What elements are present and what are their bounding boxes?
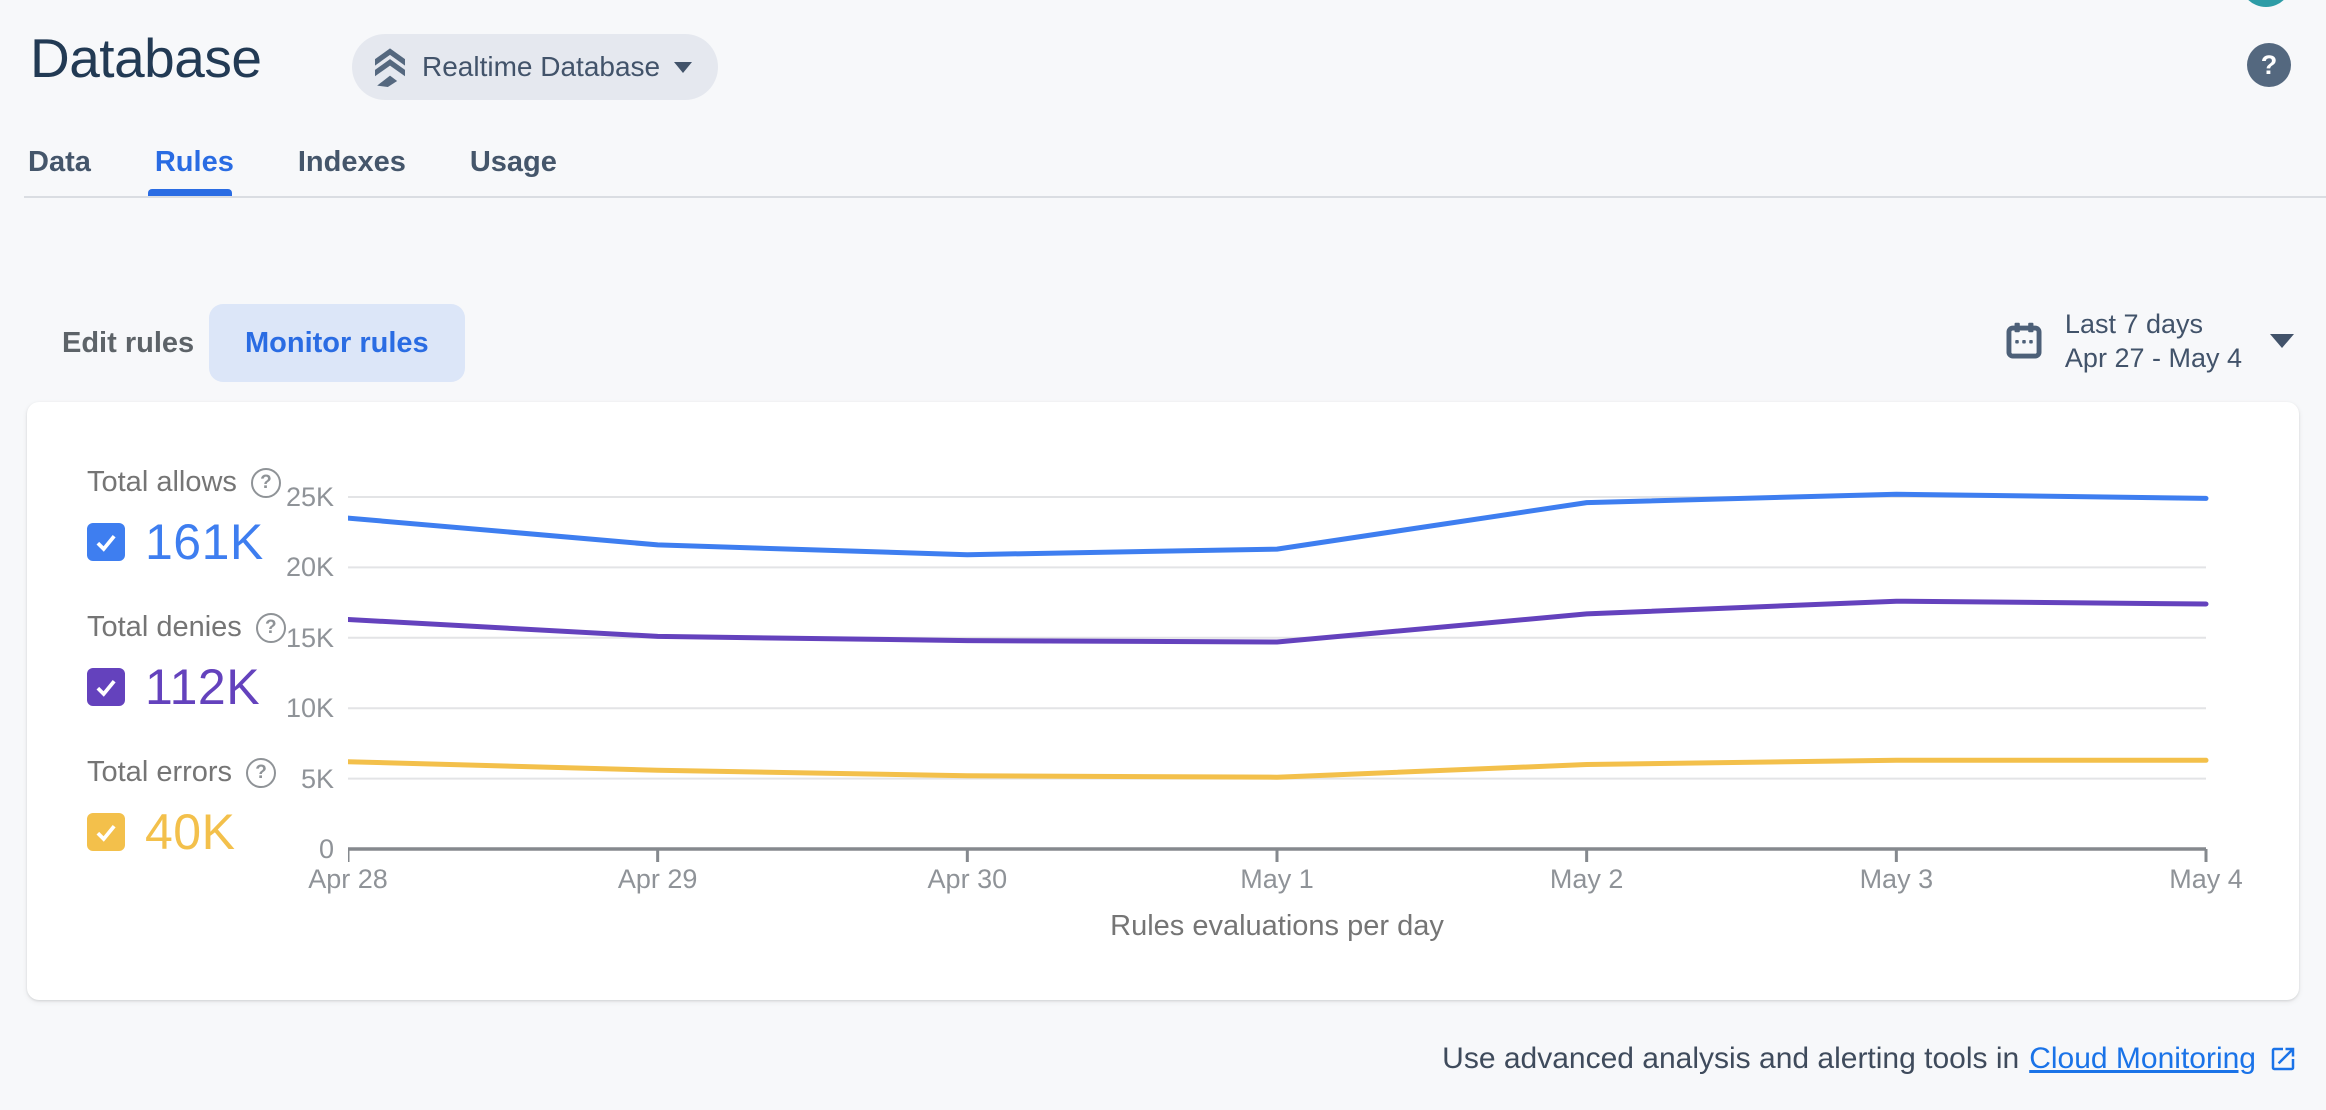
check-icon — [96, 679, 116, 697]
y-axis-label: 10K — [285, 693, 334, 724]
check-icon — [96, 824, 116, 842]
realtime-database-icon — [375, 48, 405, 87]
checkbox-total-denies[interactable] — [87, 668, 125, 706]
tab-divider — [24, 196, 2326, 198]
x-axis-label: May 2 — [1549, 864, 1624, 894]
y-axis-label: 5K — [300, 763, 334, 794]
checkbox-total-allows[interactable] — [87, 523, 125, 561]
tab-rules[interactable]: Rules — [154, 146, 234, 178]
date-range-label: Last 7 days — [2064, 309, 2204, 339]
legend-total-allows: Total allows ? 161K — [87, 466, 281, 571]
y-axis-label: 25K — [285, 482, 334, 512]
legend-label: Total denies — [87, 611, 242, 643]
help-circle-icon[interactable]: ? — [250, 467, 281, 498]
database-selector-label: Realtime Database — [422, 51, 661, 82]
line-chart — [348, 491, 2209, 862]
footer-text: Use advanced analysis and alerting tools… — [1442, 1042, 2020, 1075]
help-button[interactable]: ? — [2247, 43, 2291, 87]
legend-total-errors: Total errors ? 40K — [87, 756, 277, 861]
x-axis-label: Apr 28 — [308, 864, 388, 894]
help-circle-icon[interactable]: ? — [246, 757, 277, 788]
monitor-rules-button[interactable]: Monitor rules — [209, 304, 465, 382]
legend-value: 112K — [145, 659, 261, 715]
x-axis-label: May 3 — [1859, 864, 1934, 894]
page-title: Database — [30, 27, 262, 89]
legend-value: 161K — [145, 514, 264, 570]
y-axis-label: 0 — [318, 834, 334, 864]
tab-data[interactable]: Data — [28, 146, 91, 178]
cloud-monitoring-link[interactable]: Cloud Monitoring — [2029, 1042, 2256, 1075]
edit-rules-button[interactable]: Edit rules — [62, 326, 195, 359]
date-range-selector[interactable]: Last 7 days Apr 27 - May 4 — [2003, 298, 2294, 384]
y-axis-labels: 0 5K 10K 15K 20K 25K — [27, 480, 340, 880]
x-axis-label: May 4 — [2169, 864, 2243, 894]
account-avatar[interactable] — [2240, 0, 2292, 7]
tab-indexes[interactable]: Indexes — [297, 146, 406, 178]
chevron-down-icon — [674, 61, 693, 73]
legend-value: 40K — [145, 804, 236, 860]
checkbox-total-errors[interactable] — [87, 813, 125, 851]
chart-title: Rules evaluations per day — [1110, 910, 1444, 942]
x-axis-label: May 1 — [1240, 864, 1314, 894]
legend-label: Total allows — [87, 466, 237, 498]
tab-bar: Data Rules Indexes Usage — [28, 146, 557, 179]
x-axis-label: Apr 29 — [617, 864, 698, 894]
series-total-errors — [348, 757, 2209, 780]
series-total-allows — [348, 491, 2209, 558]
series-total-denies — [348, 598, 2209, 645]
x-axis-labels: Apr 28 Apr 29 Apr 30 May 1 May 2 May 3 May 4 — [308, 864, 2243, 904]
legend-label: Total errors — [87, 756, 233, 788]
database-selector[interactable]: Realtime Database — [352, 34, 719, 100]
y-axis-label: 15K — [285, 622, 334, 653]
x-axis-label: Apr 30 — [927, 864, 1008, 894]
footer-note: Use advanced analysis and alerting tools… — [1442, 1042, 2298, 1076]
y-axis-label: 20K — [285, 552, 334, 583]
tab-usage[interactable]: Usage — [469, 146, 557, 178]
date-range-value: Apr 27 - May 4 — [2064, 343, 2242, 373]
legend-total-denies: Total denies ? 112K — [87, 611, 286, 716]
question-mark-icon: ? — [2260, 49, 2278, 80]
check-icon — [96, 534, 116, 552]
chevron-down-icon — [2270, 334, 2294, 348]
external-link-icon — [2271, 1047, 2295, 1071]
monitor-chart-card: Total allows ? 161K Total denies ? — [27, 402, 2299, 1000]
active-tab-underline — [148, 189, 232, 196]
calendar-icon — [2006, 322, 2042, 359]
help-circle-icon[interactable]: ? — [255, 612, 286, 643]
